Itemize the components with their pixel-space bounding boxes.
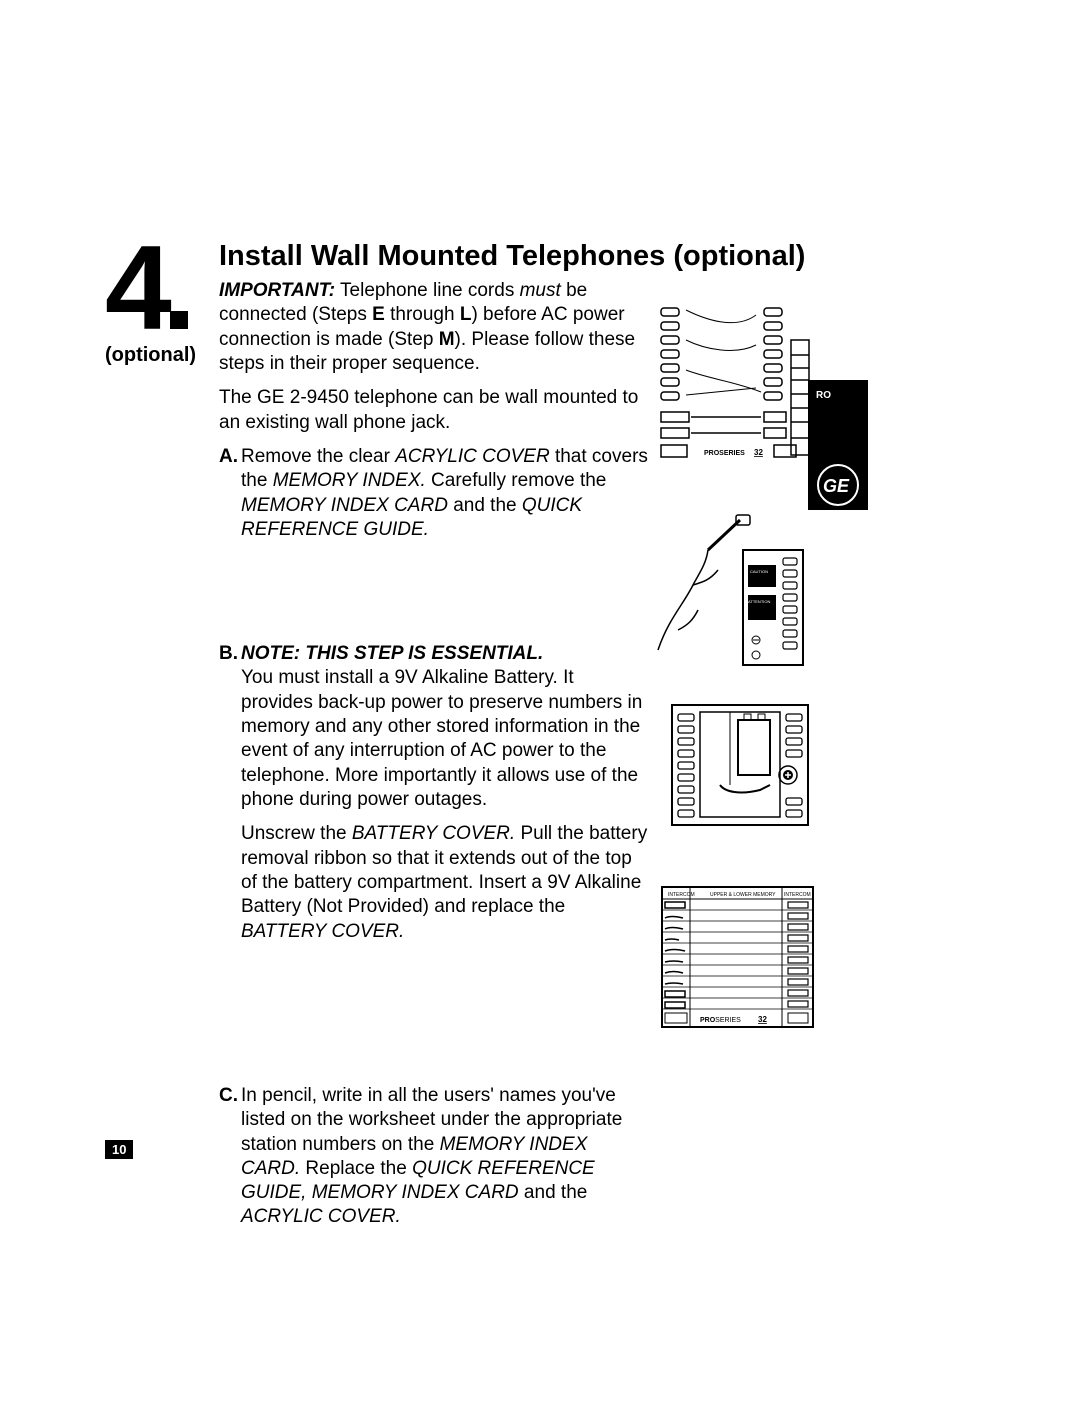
svg-text:ATTENTION: ATTENTION xyxy=(748,599,770,604)
diagram-battery: CAUTION ATTENTION xyxy=(648,510,808,670)
svg-text:32: 32 xyxy=(758,1015,767,1024)
optional-label: (optional) xyxy=(105,344,215,367)
step-body: In pencil, write in all the users' names… xyxy=(241,1084,649,1230)
diagram-index-card: INTERCOM UPPER & LOWER MEMORY INTERCOM xyxy=(660,885,815,1030)
svg-text:32: 32 xyxy=(754,448,763,457)
diagram-phone-cover: PROSERIES 32 xyxy=(656,300,811,460)
svg-text:UPPER & LOWER MEMORY: UPPER & LOWER MEMORY xyxy=(710,892,776,898)
step-number: 4 xyxy=(105,240,215,336)
left-column: 4 (optional) xyxy=(105,240,215,367)
svg-text:GE: GE xyxy=(823,476,850,496)
svg-text:CAUTION: CAUTION xyxy=(750,569,768,574)
intro-paragraph-2: The GE 2-9450 telephone can be wall moun… xyxy=(219,386,639,435)
svg-text:INTERCOM: INTERCOM xyxy=(784,892,811,898)
step-b-p1: You must install a 9V Alkaline Battery. … xyxy=(241,666,649,812)
step-b: B. NOTE: THIS STEP IS ESSENTIAL. You mus… xyxy=(219,642,649,944)
step-letter: B. xyxy=(219,642,241,812)
step-c: C. In pencil, write in all the users' na… xyxy=(219,1084,649,1230)
step-body: NOTE: THIS STEP IS ESSENTIAL. You must i… xyxy=(241,642,649,812)
intro-paragraph: IMPORTANT: Telephone line cords must be … xyxy=(219,279,639,376)
diagram-battery-insert xyxy=(670,700,810,830)
step-letter: A. xyxy=(219,445,241,542)
page-number: 10 xyxy=(105,1140,133,1159)
svg-text:PROSERIES: PROSERIES xyxy=(700,1017,741,1024)
step-letter: C. xyxy=(219,1084,241,1230)
svg-text:RO: RO xyxy=(816,390,831,401)
ge-badge: RO GE xyxy=(808,380,868,510)
section-title: Install Wall Mounted Telephones (optiona… xyxy=(219,240,875,273)
step-a: A. Remove the clear ACRYLIC COVER that c… xyxy=(219,445,649,542)
step-b-p2: Unscrew the BATTERY COVER. Pull the batt… xyxy=(219,822,649,944)
step-body: Remove the clear ACRYLIC COVER that cove… xyxy=(241,445,649,542)
proseries-label: PROSERIES xyxy=(704,450,745,457)
dot-icon xyxy=(170,311,188,329)
svg-text:INTERCOM: INTERCOM xyxy=(668,892,695,898)
step-b-note: NOTE: THIS STEP IS ESSENTIAL. xyxy=(241,642,649,666)
